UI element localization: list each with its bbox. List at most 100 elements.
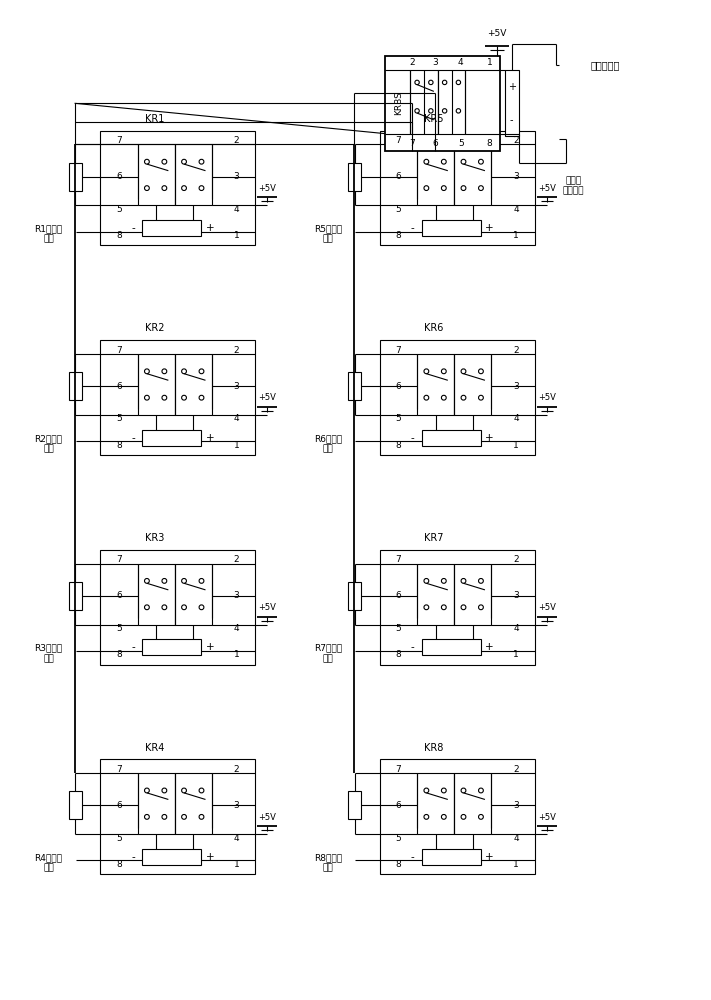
Bar — [175, 564, 212, 625]
Bar — [417, 564, 454, 625]
Bar — [454, 354, 491, 415]
Text: +: + — [205, 223, 214, 233]
Bar — [438, 70, 465, 134]
Bar — [68, 582, 82, 610]
Bar — [138, 564, 175, 625]
Bar — [348, 791, 361, 819]
Text: -: - — [411, 223, 415, 233]
Text: 2: 2 — [513, 765, 519, 774]
Bar — [100, 759, 255, 874]
Text: R1继电器
控制: R1继电器 控制 — [35, 224, 63, 244]
Text: +5V: +5V — [487, 29, 506, 38]
Bar — [175, 354, 212, 415]
Bar — [138, 144, 175, 205]
Text: 5: 5 — [395, 205, 402, 214]
Text: 7: 7 — [395, 765, 402, 774]
Text: 6: 6 — [116, 172, 122, 181]
Text: 7: 7 — [395, 346, 402, 355]
Text: 5: 5 — [116, 414, 122, 423]
Text: 2: 2 — [234, 555, 240, 564]
Text: 3: 3 — [234, 591, 240, 600]
Text: KRBS: KRBS — [394, 91, 403, 115]
Text: 8: 8 — [395, 860, 402, 869]
Text: 6: 6 — [395, 172, 402, 181]
Text: 5: 5 — [458, 139, 464, 148]
Text: 1: 1 — [234, 441, 240, 450]
Bar — [385, 56, 500, 151]
Text: R3继电器
控制: R3继电器 控制 — [35, 644, 63, 663]
Text: +5V: +5V — [258, 813, 276, 822]
Bar — [380, 550, 535, 665]
Text: -: - — [411, 433, 415, 443]
Bar — [410, 70, 438, 134]
Text: 电阻值输出: 电阻值输出 — [591, 60, 620, 70]
Text: +: + — [205, 433, 214, 443]
Bar — [348, 163, 361, 191]
Text: 4: 4 — [513, 834, 519, 843]
Bar — [454, 144, 491, 205]
Text: KR3: KR3 — [145, 533, 164, 543]
Text: 8: 8 — [395, 441, 402, 450]
Text: 2: 2 — [234, 765, 240, 774]
Text: +: + — [205, 852, 214, 862]
Bar — [417, 773, 454, 834]
Bar — [422, 639, 481, 655]
Bar — [138, 354, 175, 415]
Text: 5: 5 — [116, 834, 122, 843]
Text: +: + — [485, 223, 494, 233]
Text: 电阻值
输出控制: 电阻值 输出控制 — [563, 176, 584, 195]
Text: 4: 4 — [234, 624, 240, 633]
Bar — [100, 340, 255, 455]
Text: 8: 8 — [116, 650, 122, 659]
Text: 6: 6 — [116, 382, 122, 391]
Bar — [138, 773, 175, 834]
Text: 4: 4 — [513, 624, 519, 633]
Text: +5V: +5V — [538, 603, 555, 612]
Text: -: - — [132, 223, 135, 233]
Text: +5V: +5V — [538, 393, 555, 402]
Text: +5V: +5V — [258, 393, 276, 402]
Text: 1: 1 — [234, 231, 240, 240]
Text: KR8: KR8 — [424, 743, 444, 753]
Text: 7: 7 — [116, 555, 122, 564]
Text: 6: 6 — [395, 801, 402, 810]
Text: 1: 1 — [487, 58, 493, 67]
Text: 8: 8 — [395, 650, 402, 659]
Text: -: - — [411, 642, 415, 652]
Bar — [454, 773, 491, 834]
Bar — [422, 849, 481, 865]
Text: 5: 5 — [116, 624, 122, 633]
Text: KR4: KR4 — [145, 743, 164, 753]
Text: 4: 4 — [234, 834, 240, 843]
Text: KR6: KR6 — [424, 323, 444, 333]
Text: 5: 5 — [395, 834, 402, 843]
Text: R5继电器
控制: R5继电器 控制 — [314, 224, 342, 244]
Text: +5V: +5V — [538, 184, 555, 193]
Text: 6: 6 — [395, 382, 402, 391]
Text: 7: 7 — [409, 139, 415, 148]
Text: 1: 1 — [234, 860, 240, 869]
Text: 3: 3 — [432, 58, 438, 67]
Text: KR7: KR7 — [424, 533, 444, 543]
Bar — [417, 144, 454, 205]
Text: -: - — [132, 852, 135, 862]
Bar — [348, 372, 361, 400]
Text: 7: 7 — [116, 346, 122, 355]
Text: KR1: KR1 — [145, 114, 164, 124]
Bar — [175, 773, 212, 834]
Text: 3: 3 — [513, 382, 519, 391]
Text: R7继电器
控制: R7继电器 控制 — [314, 644, 342, 663]
Text: 8: 8 — [116, 860, 122, 869]
Bar — [505, 70, 519, 136]
Bar — [348, 582, 361, 610]
Text: 7: 7 — [116, 765, 122, 774]
Text: 4: 4 — [513, 414, 519, 423]
Text: 2: 2 — [234, 346, 240, 355]
Text: 1: 1 — [513, 860, 519, 869]
Text: 3: 3 — [234, 801, 240, 810]
Text: +: + — [485, 642, 494, 652]
Text: 5: 5 — [395, 414, 402, 423]
Text: 8: 8 — [395, 231, 402, 240]
Text: -: - — [510, 115, 513, 125]
Text: KR5: KR5 — [424, 114, 444, 124]
